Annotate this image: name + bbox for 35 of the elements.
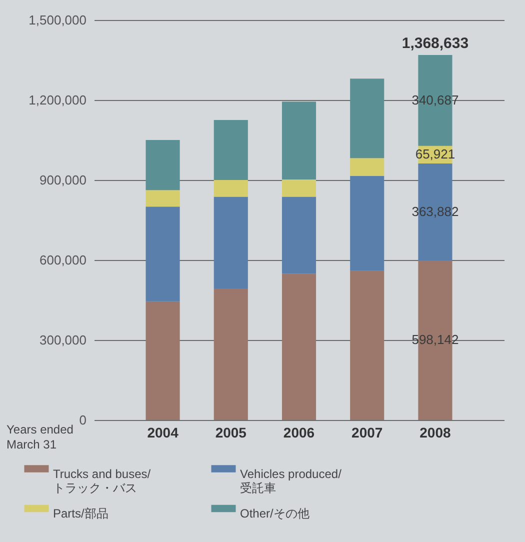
bar (282, 102, 316, 180)
total-label: 1,368,633 (402, 35, 469, 52)
y-tick-label: 300,000 (40, 332, 86, 348)
bar (146, 140, 180, 190)
data-label: 598,142 (412, 332, 459, 348)
bar (146, 190, 180, 207)
bar (214, 288, 248, 420)
y-tick-label: 0 (79, 412, 86, 428)
bar (350, 270, 384, 420)
legend-label: Other/その他 (240, 506, 310, 520)
bar (282, 196, 316, 274)
x-tick-label: 2005 (215, 424, 247, 440)
bar (214, 196, 248, 289)
x-tick-label: 2006 (283, 424, 315, 440)
x-tick-label: 2008 (420, 424, 451, 440)
y-tick-label: 1,500,000 (28, 12, 86, 28)
legend-label: Trucks and buses/トラック・バス (53, 466, 152, 495)
legend-label: Vehicles produced/受託車 (240, 466, 342, 495)
bar (146, 206, 180, 302)
bar (214, 120, 248, 180)
bar (214, 180, 248, 197)
x-tick-label: 2004 (147, 424, 179, 440)
data-label: 340,687 (412, 92, 459, 108)
y-tick-label: 900,000 (40, 172, 86, 188)
bar (282, 274, 316, 420)
x-axis-title: Years ended March 31 (6, 422, 74, 452)
x-tick-label: 2007 (352, 424, 383, 440)
legend-label: Parts/部品 (53, 506, 108, 520)
y-tick-label: 1,200,000 (28, 92, 86, 108)
bar (146, 301, 180, 420)
bar (350, 158, 384, 176)
bar (350, 176, 384, 271)
y-tick-label: 600,000 (40, 252, 86, 268)
bar (350, 78, 384, 158)
bar (282, 179, 316, 197)
